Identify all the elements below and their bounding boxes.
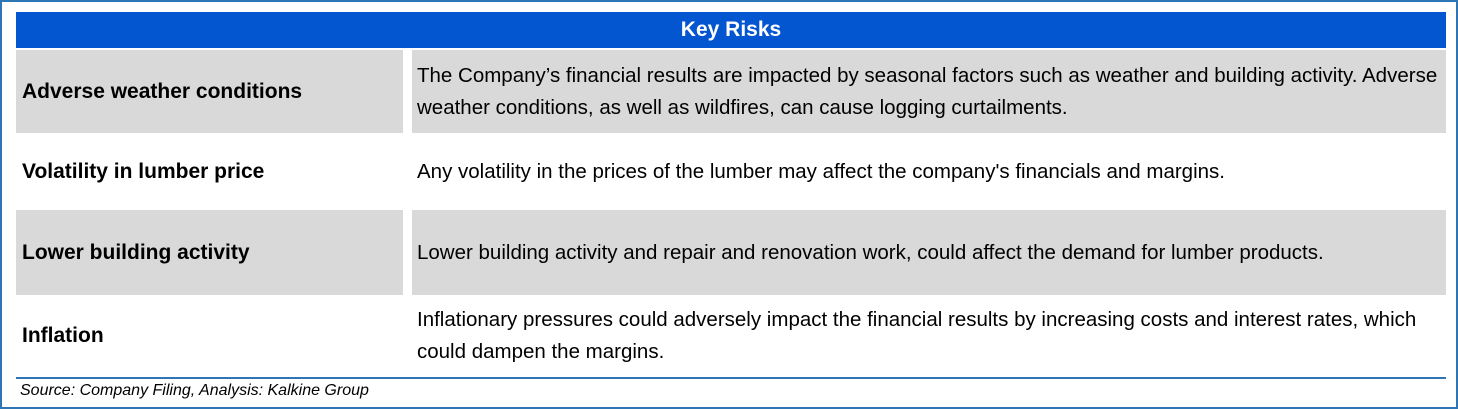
source-note: Source: Company Filing, Analysis: Kalkin… bbox=[20, 382, 369, 399]
risk-description: Inflationary pressures could adversely i… bbox=[417, 308, 1417, 363]
table-row: Inflation Inflationary pressures could a… bbox=[16, 295, 1446, 377]
table-row: Lower building activity Lower building a… bbox=[16, 210, 1446, 295]
risk-name: Volatility in lumber price bbox=[22, 159, 265, 183]
risk-name: Inflation bbox=[22, 324, 104, 347]
risk-name: Adverse weather conditions bbox=[16, 50, 403, 133]
table-title: Key Risks bbox=[16, 12, 1446, 48]
risk-name: Lower building activity bbox=[16, 210, 403, 295]
risk-description: The Company’s financial results are impa… bbox=[412, 50, 1446, 133]
risk-description: Lower building activity and repair and r… bbox=[412, 210, 1446, 295]
divider bbox=[16, 377, 1446, 379]
table-row: Volatility in lumber price Any volatilit… bbox=[16, 133, 1446, 210]
table-row: Adverse weather conditions The Company’s… bbox=[16, 50, 1446, 133]
risk-description: Any volatility in the prices of the lumb… bbox=[417, 159, 1225, 183]
